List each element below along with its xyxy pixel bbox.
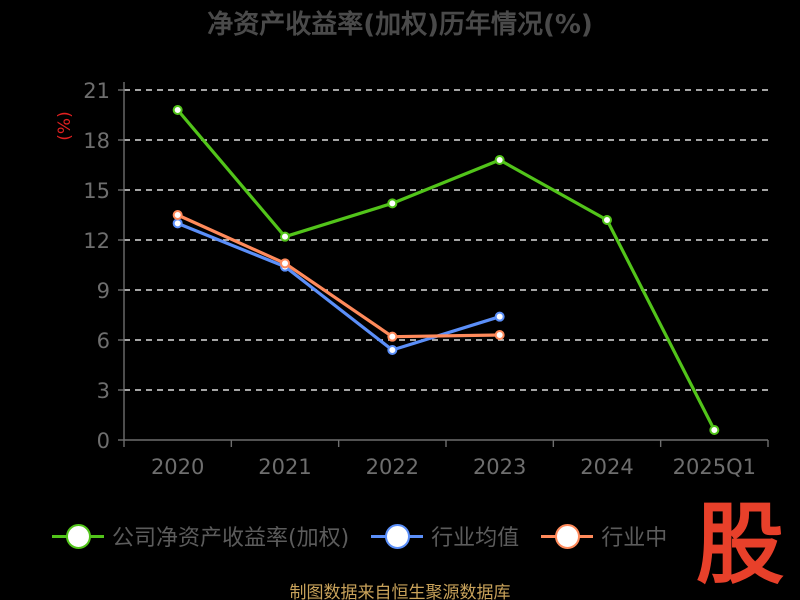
watermark-logo: 股 [695,492,784,596]
legend-item-industry-median[interactable]: 行业中 [541,520,667,552]
grid-layer [124,89,768,391]
x-tick-label: 2022 [366,455,419,479]
y-tick-label: 3 [97,379,110,403]
x-tick-label: 2020 [151,455,204,479]
x-tick-label: 2021 [258,455,311,479]
x-tick-label: 2025Q1 [673,455,756,479]
y-tick-label: 15 [83,179,110,203]
data-point [387,331,398,342]
legend-label-industry-median: 行业中 [601,526,668,551]
y-axis-label: (%) [55,111,75,140]
legend-label-industry-mean: 行业均值 [431,526,520,551]
source-note: 制图数据来自恒生聚源数据库 [289,583,511,600]
legend-swatch-industry-median [541,521,594,551]
y-tick-label: 21 [83,79,110,103]
y-tick-label: 6 [97,329,110,353]
data-point [172,218,183,229]
series-line [176,108,716,431]
y-tick-label: 0 [97,429,110,453]
data-point [709,425,720,435]
data-point [387,198,398,209]
legend-swatch-company [52,521,104,551]
data-point [494,155,505,165]
chart-title: 净资产收益率(加权)历年情况(%) [207,10,593,40]
series-0 [172,105,720,435]
axis-layer: 0 3 6 9 12 15 18 21 2020 2021 2022 2023 2024 2025Q1 (%… [55,79,769,479]
series-line [177,213,500,339]
y-tick-label: 18 [83,129,110,153]
data-point [387,345,398,355]
x-tick-label: 2024 [580,455,633,479]
y-tick-label: 12 [83,229,110,253]
data-point [280,258,290,269]
data-point [494,330,505,340]
legend-label-company: 公司净资产收益率(加权) [112,526,350,551]
y-tick-label: 9 [97,279,110,303]
legend-item-industry-mean[interactable]: 行业均值 [371,520,519,552]
data-point [280,231,290,242]
legend-swatch-industry-mean [371,521,424,551]
series-layer [172,105,720,435]
data-point [494,311,505,322]
series-line [177,221,501,352]
legend-item-company[interactable]: 公司净资产收益率(加权) [52,520,349,552]
x-tick-label: 2023 [473,455,526,479]
data-point [172,105,183,115]
data-point [602,215,612,225]
series-2 [172,210,505,342]
chart-legend: 公司净资产收益率(加权) 行业均值 行业中 [52,520,689,552]
data-point [172,210,183,220]
